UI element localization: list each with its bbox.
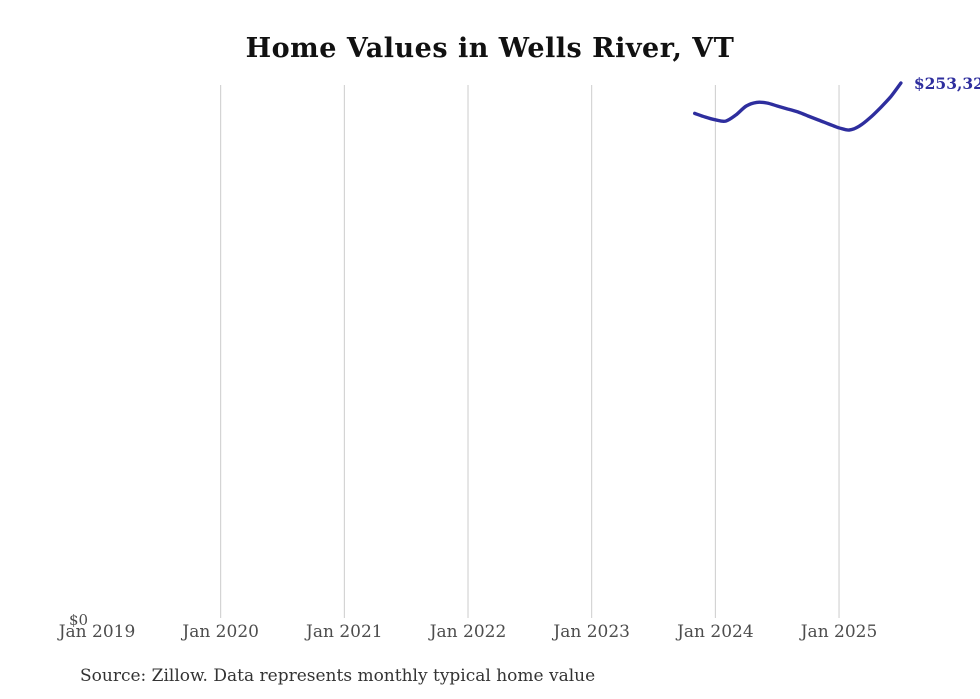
chart-title: Home Values in Wells River, VT [245, 33, 735, 64]
x-tick-label: Jan 2020 [182, 622, 259, 642]
x-tick-label: Jan 2023 [553, 622, 630, 642]
x-tick-label: Jan 2025 [800, 622, 878, 642]
x-tick-label: Jan 2024 [677, 622, 754, 642]
latest-value-label: $253,322 [913, 74, 980, 93]
x-tick-label: Jan 2021 [306, 622, 383, 642]
gridlines [220, 85, 840, 618]
y-axis-zero-label: $0 [69, 611, 89, 629]
x-tick-label: Jan 2022 [429, 622, 507, 642]
home-value-line [693, 81, 903, 132]
x-tick-label: Jan 2019 [58, 622, 136, 642]
source-note: Source: Zillow. Data represents monthly … [80, 666, 596, 686]
